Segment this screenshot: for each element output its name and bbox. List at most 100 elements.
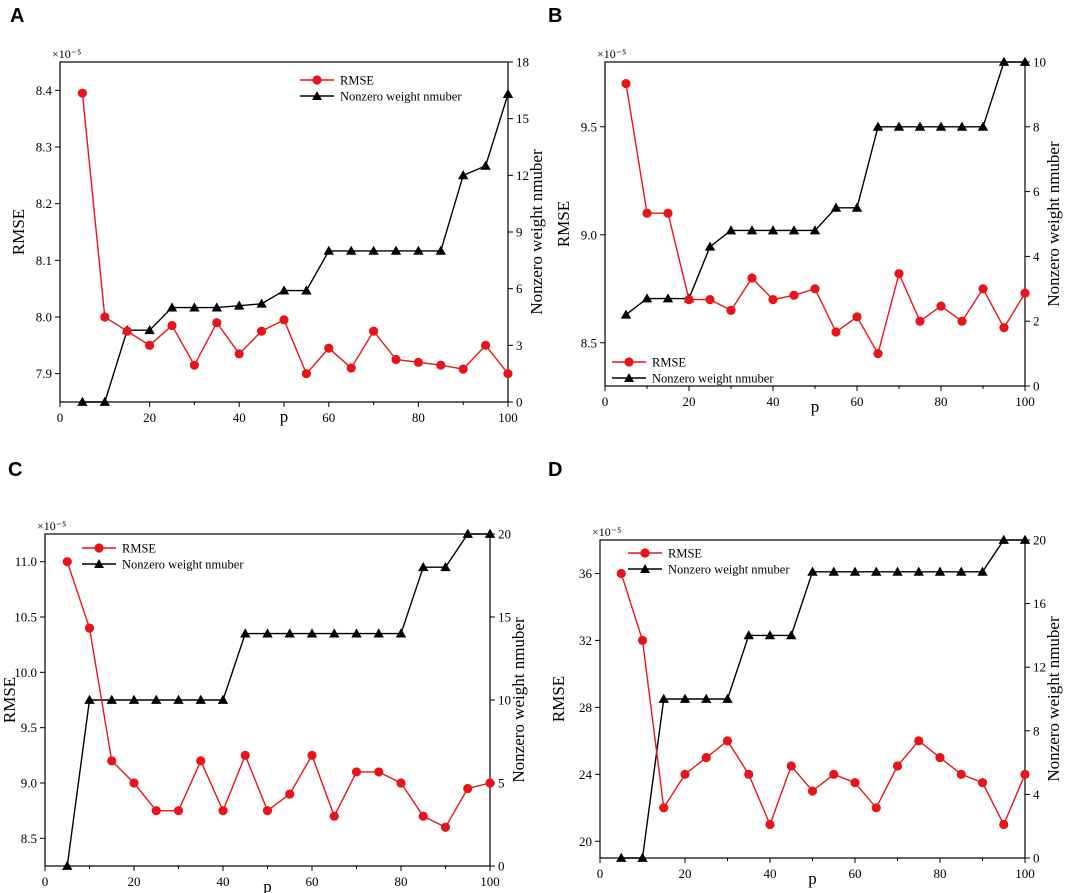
nonzero-point <box>679 693 691 703</box>
nonzero-point <box>217 694 229 704</box>
x-axis-label: p <box>280 407 289 426</box>
rmse-point <box>107 756 117 766</box>
nonzero-point <box>62 860 73 870</box>
nonzero-point <box>872 121 884 131</box>
nonzero-point <box>893 121 905 131</box>
nonzero-point <box>502 88 514 99</box>
rmse-point <box>956 769 966 779</box>
legend: RMSE Nonzero weight nmuber <box>628 547 790 577</box>
legend-rmse-label: RMSE <box>668 547 702 561</box>
nonzero-point <box>458 170 469 180</box>
nonzero-point <box>1019 534 1031 544</box>
x-tick-label: 60 <box>851 394 864 409</box>
legend: RMSE Nonzero weight nmuber <box>82 542 244 572</box>
nonzero-point <box>913 566 924 576</box>
y-tick-label: 8.4 <box>36 83 53 98</box>
y2-tick-label: 12 <box>516 168 529 183</box>
legend-nonzero-marker <box>624 373 634 382</box>
legend-nonzero-label: Nonzero weight nmuber <box>668 563 790 577</box>
y-tick-label: 10.0 <box>14 665 37 680</box>
nonzero-line <box>66 533 490 867</box>
legend-rmse-label: RMSE <box>652 356 686 370</box>
rmse-point <box>642 208 652 218</box>
y-tick-label: 9.5 <box>21 720 37 735</box>
nonzero-point <box>746 225 758 235</box>
y2-tick-label: 10 <box>1033 55 1046 70</box>
x-tick-label: 100 <box>498 410 518 425</box>
rmse-point <box>234 349 244 359</box>
x-tick-label: 40 <box>233 410 246 425</box>
y2-tick-label: 15 <box>498 610 511 625</box>
nonzero-point <box>262 628 273 638</box>
nonzero-point <box>849 566 861 576</box>
nonzero-point <box>956 566 967 576</box>
rmse-point <box>1020 769 1030 779</box>
nonzero-point <box>786 630 797 640</box>
axis-multiplier: ×10⁻⁵ <box>597 47 626 61</box>
y2-tick-label: 6 <box>516 281 523 296</box>
nonzero-point <box>166 302 178 312</box>
rmse-point <box>503 369 513 379</box>
rmse-point <box>329 811 339 821</box>
rmse-point <box>262 806 273 816</box>
y2-tick-label: 15 <box>516 111 529 126</box>
nonzero-point <box>658 693 669 703</box>
panel-d: D 0 20 40 60 80 100 p 20 24 28 32 36 0 4 8 12 16 20 ×10⁻⁵ RM… <box>548 459 1063 888</box>
nonzero-point <box>240 628 251 638</box>
nonzero-point <box>306 628 318 638</box>
y-tick-label: 9.5 <box>581 119 597 134</box>
rmse-point <box>279 315 289 325</box>
x-tick-label: 40 <box>764 866 777 881</box>
rmse-point <box>145 340 155 350</box>
panel-b: B 0 20 40 60 80 100 p 8.5 9.0 9.5 0 2 4 6 8 10 ×10⁻⁵ RMSE N… <box>548 5 1063 416</box>
nonzero-point <box>935 121 947 131</box>
panel-a: A 0 20 40 60 80 100 p 7.9 8.0 8.1 8.2 8.3 8.4 0 3 6 9 12 15… <box>9 5 546 426</box>
rmse-point <box>831 327 841 337</box>
y2-tick-label: 18 <box>516 55 529 70</box>
x-tick-label: 100 <box>1015 394 1035 409</box>
x-tick-label: 80 <box>412 410 425 425</box>
y-tick-label: 8.2 <box>36 196 52 211</box>
nonzero-point <box>892 566 903 576</box>
nonzero-point <box>329 628 340 638</box>
nonzero-point <box>725 225 737 235</box>
legend-rmse-label: RMSE <box>122 542 156 556</box>
y2-tick-label: 0 <box>498 859 505 874</box>
y2-tick-label: 8 <box>1033 723 1040 738</box>
rmse-point <box>786 761 796 771</box>
rmse-point <box>212 318 222 328</box>
y-tick-label: 20 <box>579 834 592 849</box>
legend-nonzero-label: Nonzero weight nmuber <box>122 558 244 572</box>
rmse-point <box>1020 288 1030 298</box>
rmse-point <box>240 750 250 760</box>
legend-rmse-label: RMSE <box>340 74 374 88</box>
y-tick-label: 10.5 <box>14 610 37 625</box>
legend-rmse-marker <box>312 75 322 85</box>
x-tick-label: 80 <box>935 394 948 409</box>
y-tick-label: 36 <box>579 566 593 581</box>
rmse-point <box>436 360 446 370</box>
rmse-point <box>871 803 881 813</box>
rmse-point <box>701 752 711 763</box>
y-tick-label: 7.9 <box>36 366 52 381</box>
y2-tick-label: 3 <box>516 338 523 353</box>
nonzero-point <box>368 245 379 255</box>
nonzero-point <box>151 694 162 704</box>
nonzero-point <box>373 628 384 638</box>
rmse-point <box>285 789 295 799</box>
x-tick-label: 60 <box>849 866 862 881</box>
x-axis-label: p <box>263 877 272 893</box>
rmse-point <box>957 316 967 326</box>
rmse-point <box>84 623 95 633</box>
y2-tick-label: 6 <box>1033 184 1040 199</box>
x-tick-label: 0 <box>42 874 49 889</box>
y-tick-label: 32 <box>579 633 592 648</box>
nonzero-point <box>106 694 117 704</box>
y2-tick-label: 12 <box>1033 660 1046 675</box>
nonzero-point <box>704 241 716 251</box>
y-tick-label: 8.5 <box>581 335 597 350</box>
rmse-point <box>807 786 818 796</box>
nonzero-point <box>764 630 776 640</box>
rmse-point <box>850 778 860 788</box>
rmse-point <box>77 88 87 98</box>
